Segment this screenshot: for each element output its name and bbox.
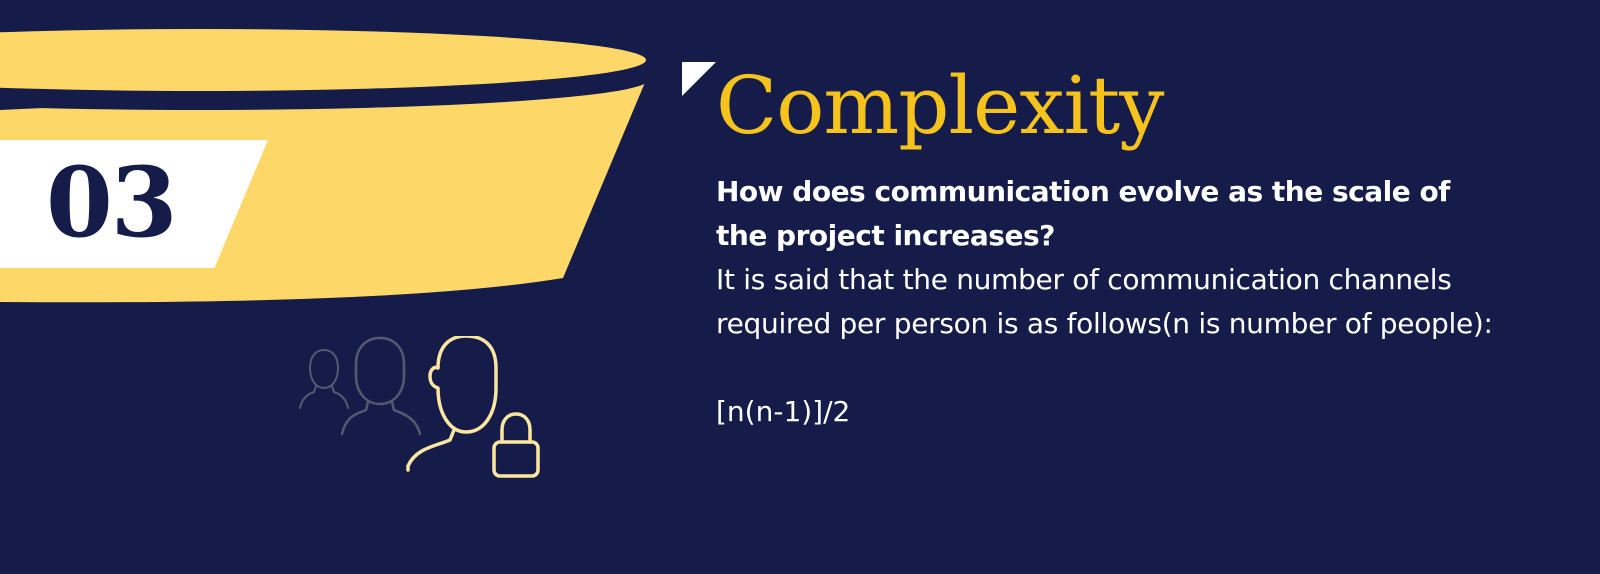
ring-band-rim: [0, 29, 646, 91]
page-title: Complexity: [716, 59, 1164, 152]
formula-text: [n(n-1)]/2: [716, 395, 851, 428]
person-medium-icon: [340, 336, 422, 436]
question-text: How does communication evolve as the sca…: [716, 175, 1450, 252]
person-front-icon: [406, 336, 498, 472]
body-text: How does communication evolve as the sca…: [716, 170, 1496, 434]
user-group-lock-icon: [299, 336, 540, 478]
section-number: 03: [46, 146, 178, 259]
statement-text: It is said that the number of communicat…: [716, 263, 1493, 340]
title-corner-mark: [682, 62, 716, 96]
person-small-icon: [299, 349, 349, 409]
lock-icon: [492, 412, 540, 478]
